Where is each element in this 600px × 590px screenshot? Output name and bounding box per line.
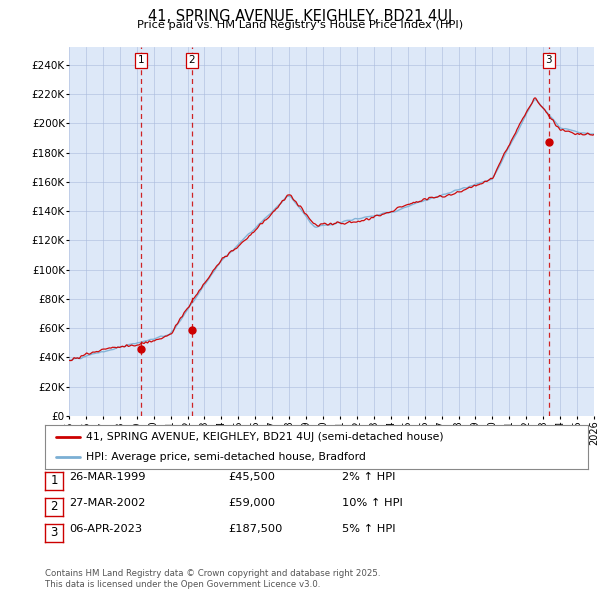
Text: Contains HM Land Registry data © Crown copyright and database right 2025.
This d: Contains HM Land Registry data © Crown c… xyxy=(45,569,380,589)
Text: 2: 2 xyxy=(50,500,58,513)
Text: 41, SPRING AVENUE, KEIGHLEY, BD21 4UJ (semi-detached house): 41, SPRING AVENUE, KEIGHLEY, BD21 4UJ (s… xyxy=(86,432,443,442)
Text: £45,500: £45,500 xyxy=(228,472,275,481)
Text: 41, SPRING AVENUE, KEIGHLEY, BD21 4UJ: 41, SPRING AVENUE, KEIGHLEY, BD21 4UJ xyxy=(148,9,452,24)
Text: 3: 3 xyxy=(545,55,552,65)
Text: 27-MAR-2002: 27-MAR-2002 xyxy=(69,498,145,507)
Text: £59,000: £59,000 xyxy=(228,498,275,507)
Text: 2% ↑ HPI: 2% ↑ HPI xyxy=(342,472,395,481)
Text: 2: 2 xyxy=(188,55,195,65)
Text: £187,500: £187,500 xyxy=(228,524,283,533)
Text: HPI: Average price, semi-detached house, Bradford: HPI: Average price, semi-detached house,… xyxy=(86,452,365,462)
Text: 5% ↑ HPI: 5% ↑ HPI xyxy=(342,524,395,533)
Text: 1: 1 xyxy=(50,474,58,487)
Text: 06-APR-2023: 06-APR-2023 xyxy=(69,524,142,533)
Text: Price paid vs. HM Land Registry's House Price Index (HPI): Price paid vs. HM Land Registry's House … xyxy=(137,20,463,30)
Text: 26-MAR-1999: 26-MAR-1999 xyxy=(69,472,146,481)
Text: 1: 1 xyxy=(137,55,144,65)
Text: 10% ↑ HPI: 10% ↑ HPI xyxy=(342,498,403,507)
Text: 3: 3 xyxy=(50,526,58,539)
